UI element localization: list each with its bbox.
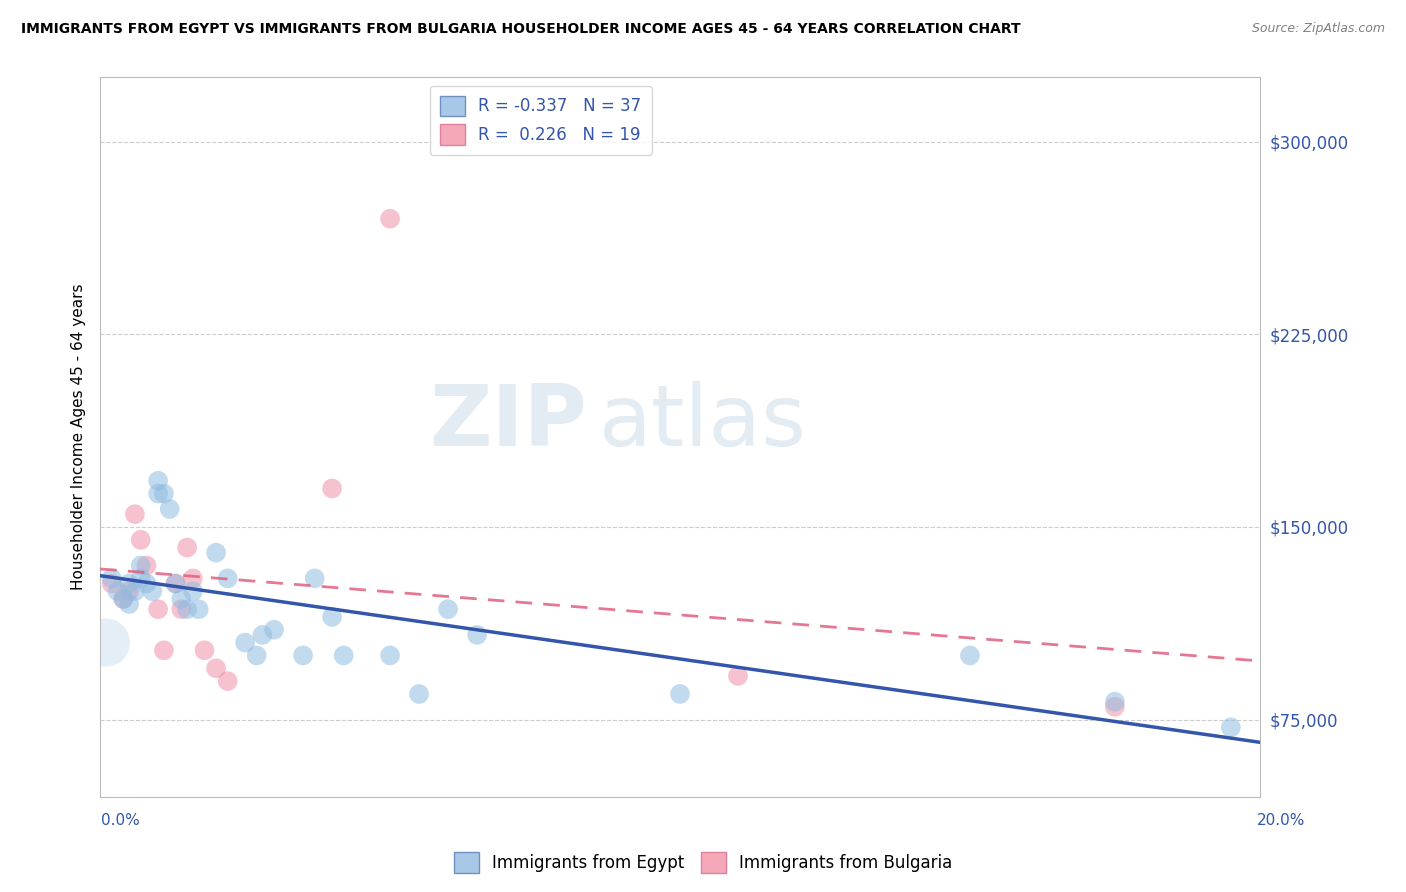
Point: [378, 648, 401, 663]
Point: [378, 211, 401, 226]
Text: ZIP: ZIP: [429, 381, 588, 464]
Point: [118, 576, 141, 591]
Point: [292, 648, 315, 663]
Text: 20.0%: 20.0%: [1257, 814, 1305, 828]
Point: [94, 635, 117, 649]
Point: [176, 602, 198, 616]
Point: [304, 571, 326, 585]
Legend: Immigrants from Egypt, Immigrants from Bulgaria: Immigrants from Egypt, Immigrants from B…: [447, 846, 959, 880]
Text: 0.0%: 0.0%: [101, 814, 141, 828]
Point: [1104, 695, 1126, 709]
Point: [153, 643, 176, 657]
Point: [176, 541, 198, 555]
Point: [205, 661, 228, 675]
Point: [165, 576, 187, 591]
Legend: R = -0.337   N = 37, R =  0.226   N = 19: R = -0.337 N = 37, R = 0.226 N = 19: [430, 86, 651, 155]
Point: [465, 628, 488, 642]
Point: [135, 558, 157, 573]
Point: [170, 591, 193, 606]
Text: Source: ZipAtlas.com: Source: ZipAtlas.com: [1251, 22, 1385, 36]
Point: [118, 597, 141, 611]
Point: [233, 635, 256, 649]
Point: [170, 602, 193, 616]
Point: [1219, 720, 1241, 734]
Point: [332, 648, 354, 663]
Point: [959, 648, 981, 663]
Point: [112, 591, 135, 606]
Point: [263, 623, 285, 637]
Point: [205, 546, 228, 560]
Point: [165, 576, 187, 591]
Point: [669, 687, 692, 701]
Point: [246, 648, 269, 663]
Point: [129, 558, 152, 573]
Point: [321, 482, 343, 496]
Point: [1104, 699, 1126, 714]
Y-axis label: Householder Income Ages 45 - 64 years: Householder Income Ages 45 - 64 years: [72, 284, 86, 591]
Point: [159, 502, 181, 516]
Point: [100, 571, 122, 585]
Point: [135, 576, 157, 591]
Point: [146, 486, 169, 500]
Point: [112, 591, 135, 606]
Point: [187, 602, 209, 616]
Point: [437, 602, 460, 616]
Point: [146, 602, 169, 616]
Point: [118, 584, 141, 599]
Point: [124, 507, 146, 521]
Text: atlas: atlas: [599, 381, 807, 464]
Point: [193, 643, 215, 657]
Point: [141, 584, 163, 599]
Point: [217, 571, 239, 585]
Point: [129, 533, 152, 547]
Point: [408, 687, 430, 701]
Point: [321, 610, 343, 624]
Point: [181, 571, 204, 585]
Point: [252, 628, 274, 642]
Point: [153, 486, 176, 500]
Point: [124, 584, 146, 599]
Point: [107, 584, 129, 599]
Point: [100, 576, 122, 591]
Point: [129, 571, 152, 585]
Point: [727, 669, 749, 683]
Point: [181, 584, 204, 599]
Point: [146, 474, 169, 488]
Text: IMMIGRANTS FROM EGYPT VS IMMIGRANTS FROM BULGARIA HOUSEHOLDER INCOME AGES 45 - 6: IMMIGRANTS FROM EGYPT VS IMMIGRANTS FROM…: [21, 22, 1021, 37]
Point: [217, 674, 239, 689]
